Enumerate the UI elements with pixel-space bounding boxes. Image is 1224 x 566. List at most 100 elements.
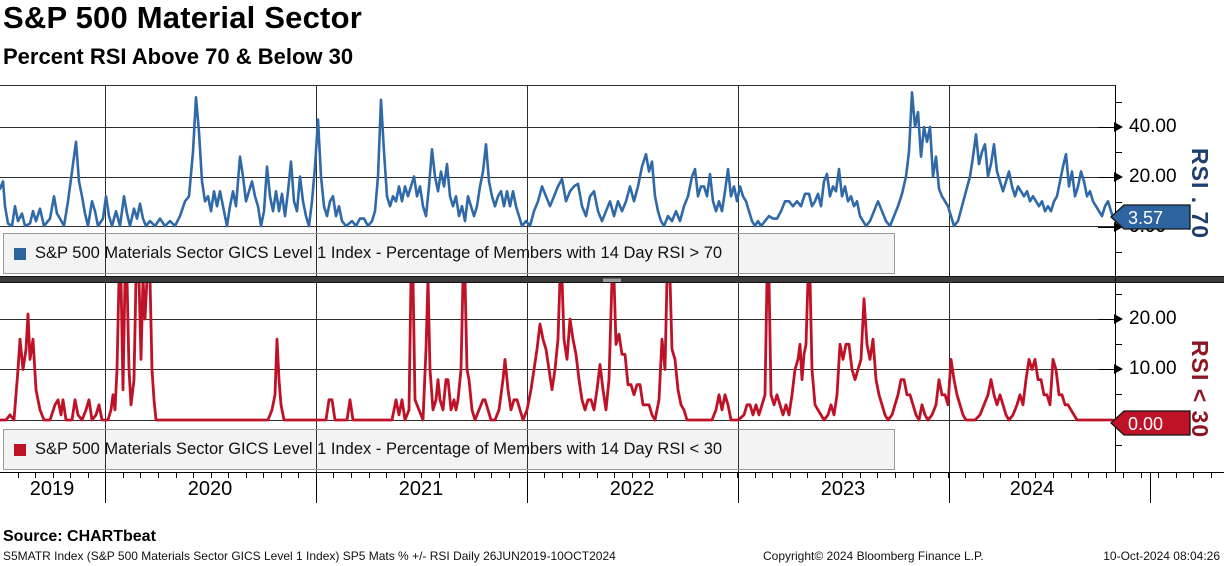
month-tick <box>1071 473 1072 478</box>
major-tick-arrow <box>1114 122 1123 132</box>
month-tick <box>544 473 545 478</box>
right-axis-line <box>1115 85 1116 472</box>
major-tick-arrow <box>1114 314 1123 324</box>
page-title: S&P 500 Material Sector <box>3 0 362 35</box>
month-tick <box>684 473 685 478</box>
month-tick <box>70 473 71 478</box>
month-tick <box>737 473 738 478</box>
month-tick <box>755 473 756 478</box>
month-tick <box>860 473 861 478</box>
major-tick-line <box>1098 177 1114 178</box>
h-gridline-bottom-panel <box>0 420 1115 421</box>
legend-label-rsi-above-70: S&P 500 Materials Sector GICS Level 1 In… <box>35 244 723 262</box>
footer-timestamp: 10-Oct-2024 08:04:26 <box>1103 549 1220 563</box>
minor-tick <box>1115 252 1122 253</box>
month-tick <box>1035 473 1036 478</box>
minor-tick <box>1115 344 1122 345</box>
legend-swatch-blue <box>14 247 26 260</box>
month-tick <box>667 473 668 478</box>
legend-box-rsi-above-70: S&P 500 Materials Sector GICS Level 1 In… <box>3 233 895 274</box>
month-tick <box>614 473 615 478</box>
month-tick <box>509 473 510 478</box>
legend-label-rsi-below-30: S&P 500 Materials Sector GICS Level 1 In… <box>35 440 723 458</box>
month-tick <box>88 473 89 478</box>
month-tick <box>1211 473 1212 478</box>
h-gridline-bottom-panel <box>0 369 1115 370</box>
y-axis-tick-label: 20.00 <box>1129 166 1177 187</box>
month-tick <box>281 473 282 478</box>
minor-tick <box>1115 152 1122 153</box>
month-tick <box>649 473 650 478</box>
month-tick <box>1123 473 1124 478</box>
bottom-axis-line <box>0 472 1224 473</box>
line-chart-rsi-above-70 <box>0 91 1115 228</box>
month-tick <box>228 473 229 478</box>
month-tick <box>913 473 914 478</box>
source-label: Source: CHARTbeat <box>3 528 156 545</box>
gridline-through-legend <box>316 234 317 273</box>
major-tick-arrow <box>1114 222 1123 232</box>
data-series-line <box>0 283 1115 422</box>
month-tick <box>246 473 247 478</box>
page-subtitle: Percent RSI Above 70 & Below 30 <box>3 44 354 69</box>
month-tick <box>123 473 124 478</box>
gridline-through-legend <box>105 430 106 469</box>
month-tick <box>1088 473 1089 478</box>
badge-value: 0.00 <box>1128 414 1163 434</box>
minor-tick <box>1115 394 1122 395</box>
last-value-badge-rsi-below-30: 0.00 <box>1110 410 1191 436</box>
minor-tick <box>1115 202 1122 203</box>
year-label: 2019 <box>29 478 75 500</box>
y-axis-tick-label: 10.00 <box>1129 358 1177 379</box>
year-divider-tick <box>316 472 317 503</box>
month-tick <box>369 473 370 478</box>
month-tick <box>597 473 598 478</box>
minor-tick <box>1115 102 1122 103</box>
axis-label-rsi-above-70: RSI . 70 <box>1187 148 1213 240</box>
major-tick-line <box>1098 227 1114 228</box>
month-tick <box>790 473 791 478</box>
month-tick <box>877 473 878 478</box>
major-tick-arrow <box>1114 172 1123 182</box>
axis-label-rsi-below-30: RSI < 30 <box>1187 340 1213 439</box>
month-tick <box>1106 473 1107 478</box>
year-divider-tick <box>949 472 950 503</box>
gridline-through-legend <box>738 430 739 469</box>
month-tick <box>983 473 984 478</box>
year-label: 2023 <box>820 478 866 500</box>
month-tick <box>1018 473 1019 478</box>
year-label: 2020 <box>187 478 233 500</box>
month-tick <box>386 473 387 478</box>
month-tick <box>456 473 457 478</box>
month-tick <box>53 473 54 478</box>
month-tick <box>176 473 177 478</box>
month-tick <box>263 473 264 478</box>
h-gridline-top-panel <box>0 226 1115 227</box>
month-tick <box>632 473 633 478</box>
month-tick <box>1158 473 1159 478</box>
h-gridline-top-panel <box>0 127 1115 128</box>
year-divider-tick <box>1150 472 1151 503</box>
month-tick <box>333 473 334 478</box>
last-value-badge-rsi-above-70: 3.57 <box>1110 204 1191 230</box>
month-tick <box>965 473 966 478</box>
major-tick-line <box>1098 369 1114 370</box>
line-chart-rsi-below-30 <box>0 283 1115 422</box>
major-tick-line <box>1098 319 1114 320</box>
legend-swatch-red <box>14 443 26 456</box>
year-divider-tick <box>527 472 528 503</box>
month-tick <box>1053 473 1054 478</box>
legend-content: S&P 500 Materials Sector GICS Level 1 In… <box>4 430 894 469</box>
month-tick <box>562 473 563 478</box>
h-gridline-top-panel <box>0 177 1115 178</box>
panel-separator-handle[interactable] <box>603 278 621 282</box>
month-tick <box>579 473 580 478</box>
minor-tick <box>1115 294 1122 295</box>
month-tick <box>474 473 475 478</box>
year-divider-tick <box>738 472 739 503</box>
month-tick <box>702 473 703 478</box>
panel-top-border <box>0 85 1115 86</box>
month-tick <box>895 473 896 478</box>
legend-content: S&P 500 Materials Sector GICS Level 1 In… <box>4 234 894 273</box>
month-tick <box>807 473 808 478</box>
